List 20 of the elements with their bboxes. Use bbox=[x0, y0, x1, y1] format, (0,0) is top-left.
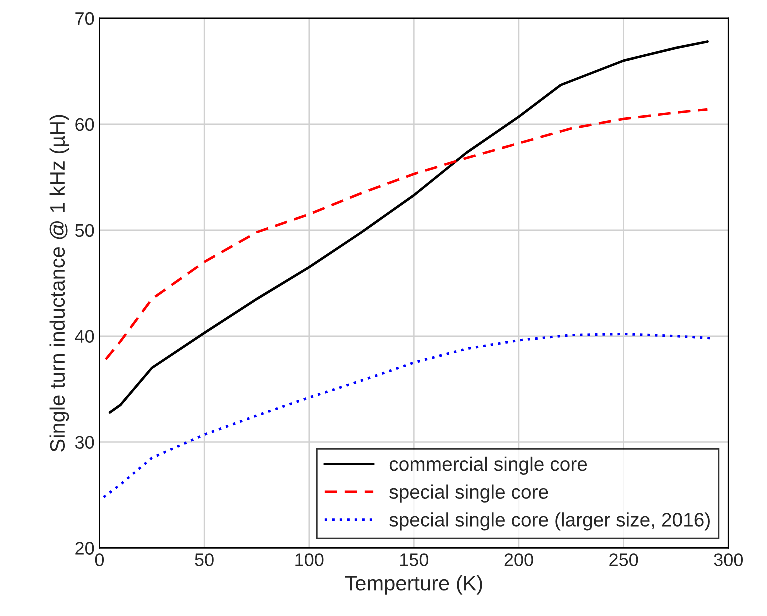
legend-label: commercial single core bbox=[390, 456, 588, 476]
y-tick-label: 40 bbox=[75, 330, 94, 344]
x-tick-label: 100 bbox=[296, 554, 324, 566]
y-tick-label: 50 bbox=[75, 224, 94, 238]
y-tick-label: 20 bbox=[76, 542, 94, 555]
line-series bbox=[104, 108, 709, 361]
x-tick-label: 0 bbox=[95, 554, 104, 566]
legend-label: special single core (larger size, 2016) bbox=[390, 512, 710, 531]
x-tick-label: 250 bbox=[610, 554, 638, 566]
legend-label: special single core bbox=[390, 484, 548, 503]
x-tick-label: 200 bbox=[504, 554, 534, 566]
line-series bbox=[108, 40, 709, 414]
x-axis-title: Temperture (K) bbox=[345, 575, 482, 595]
x-tick-label: 150 bbox=[400, 554, 429, 566]
x-tick-label: 300 bbox=[714, 554, 744, 566]
y-axis-title: Single turn inductance @ 1 kHz (µH) bbox=[50, 115, 70, 452]
y-tick-label: 60 bbox=[76, 118, 94, 132]
x-tick-label: 50 bbox=[195, 554, 214, 566]
y-tick-label: 30 bbox=[75, 436, 94, 450]
y-tick-label: 70 bbox=[76, 12, 94, 26]
